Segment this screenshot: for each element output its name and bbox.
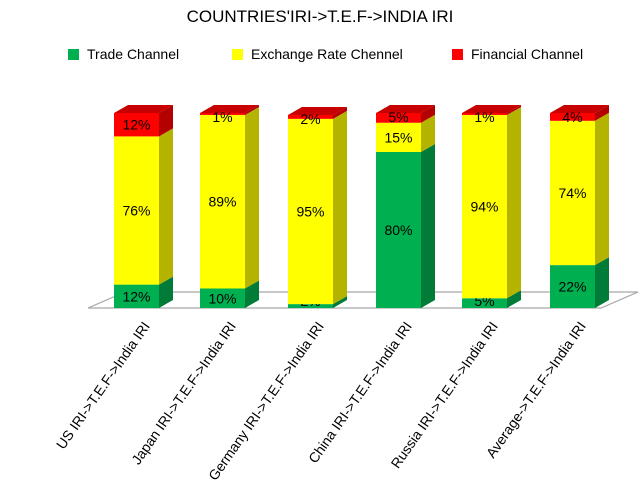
bar-side-trade-channel-5 <box>507 290 521 308</box>
legend-label-exchange-rate-chennel: Exchange Rate Chennel <box>251 46 403 62</box>
legend-label-trade-channel: Trade Channel <box>87 46 179 62</box>
bar-side-financial-channel-5 <box>507 105 521 115</box>
bar-financial-channel-6 <box>550 113 595 121</box>
bar-top-4 <box>376 105 435 113</box>
x-tick-label-6: Average->T.E.F->India IRI <box>483 319 589 461</box>
data-label-financial-channel-4: 5% <box>388 109 408 125</box>
bar-stack-1: 12% 76% 12% <box>114 105 173 308</box>
bar-exchange-rate-chennel-5 <box>462 114 507 299</box>
bar-top-3 <box>288 106 347 115</box>
bar-stack-4: 80% 15% 5% <box>376 105 435 308</box>
bar-side-trade-channel-6 <box>595 257 609 308</box>
bar-side-financial-channel-6 <box>595 105 609 121</box>
bar-top-5 <box>462 105 521 113</box>
legend: Trade Channel Exchange Rate Chennel Financ… <box>68 46 583 62</box>
bar-stack-6: 22% 74% 4% <box>550 105 609 308</box>
data-label-exchange-rate-chennel-4: 15% <box>384 129 412 145</box>
bar-trade-channel-5 <box>462 298 507 308</box>
bar-exchange-rate-chennel-2 <box>200 114 245 289</box>
bar-side-exchange-rate-chennel-5 <box>507 106 521 299</box>
data-label-financial-channel-6: 4% <box>562 109 582 125</box>
bar-side-exchange-rate-chennel-6 <box>595 112 609 266</box>
data-label-exchange-rate-chennel-1: 76% <box>122 203 150 219</box>
data-label-financial-channel-3: 2% <box>300 111 320 127</box>
bar-financial-channel-1 <box>114 113 159 137</box>
bar-side-exchange-rate-chennel-3 <box>333 110 347 305</box>
data-label-trade-channel-4: 80% <box>384 222 412 238</box>
bar-exchange-rate-chennel-3 <box>288 118 333 305</box>
legend-swatch-financial-channel <box>452 49 463 60</box>
data-label-financial-channel-1: 12% <box>122 117 150 133</box>
bar-exchange-rate-chennel-4 <box>376 122 421 152</box>
data-label-exchange-rate-chennel-2: 89% <box>208 194 236 210</box>
data-label-financial-channel-2: 1% <box>212 109 232 125</box>
legend-swatch-exchange-rate-chennel <box>232 49 243 60</box>
data-label-trade-channel-1: 12% <box>122 288 150 304</box>
bar-side-exchange-rate-chennel-1 <box>159 128 173 285</box>
x-tick-label-4: China IRI->T.E.F->India IRI <box>305 319 415 466</box>
bar-exchange-rate-chennel-1 <box>114 136 159 285</box>
bar-side-exchange-rate-chennel-4 <box>421 114 435 152</box>
x-tick-label-2: Japan IRI->T.E.F->India IRI <box>128 319 239 468</box>
bar-trade-channel-6 <box>550 265 595 308</box>
bar-side-trade-channel-1 <box>159 276 173 308</box>
data-label-financial-channel-5: 1% <box>474 109 494 125</box>
bar-side-exchange-rate-chennel-2 <box>245 106 259 289</box>
legend-label-financial-channel: Financial Channel <box>471 46 583 62</box>
bar-financial-channel-5 <box>462 113 507 115</box>
bar-financial-channel-4 <box>376 113 421 123</box>
bars: 12%76%12%10%89%1%2%95%2%80%15%5%5%94%1%2… <box>114 105 609 309</box>
bar-financial-channel-2 <box>200 113 245 115</box>
bar-top-1 <box>114 105 173 113</box>
bar-top-2 <box>200 105 259 113</box>
legend-swatch-trade-channel <box>68 49 79 60</box>
bar-stack-3: 2%95%2% <box>288 106 347 309</box>
bar-trade-channel-3 <box>288 304 333 308</box>
bar-side-financial-channel-3 <box>333 106 347 119</box>
bar-trade-channel-2 <box>200 288 245 308</box>
x-tick-label-1: US IRI->T.E.F->India IRI <box>53 319 153 452</box>
data-label-trade-channel-2: 10% <box>208 290 236 306</box>
data-label-exchange-rate-chennel-5: 94% <box>470 199 498 215</box>
bar-trade-channel-4 <box>376 152 421 308</box>
bar-stack-5: 5%94%1% <box>462 105 521 309</box>
bar-side-trade-channel-3 <box>333 296 347 308</box>
bar-side-financial-channel-2 <box>245 105 259 115</box>
bar-side-financial-channel-4 <box>421 105 435 123</box>
bar-exchange-rate-chennel-6 <box>550 120 595 266</box>
chart-title: COUNTRIES'IRI->T.E.F->INDIA IRI <box>187 7 454 26</box>
bar-financial-channel-3 <box>288 114 333 119</box>
bar-side-trade-channel-4 <box>421 144 435 308</box>
bar-top-6 <box>550 105 609 113</box>
bar-side-trade-channel-2 <box>245 280 259 308</box>
data-label-trade-channel-6: 22% <box>558 279 586 295</box>
data-label-exchange-rate-chennel-6: 74% <box>558 185 586 201</box>
bar-stack-2: 10% 89% 1% <box>200 105 259 308</box>
bar-trade-channel-1 <box>114 284 159 308</box>
bar-side-financial-channel-1 <box>159 105 173 137</box>
data-label-exchange-rate-chennel-3: 95% <box>296 203 324 219</box>
